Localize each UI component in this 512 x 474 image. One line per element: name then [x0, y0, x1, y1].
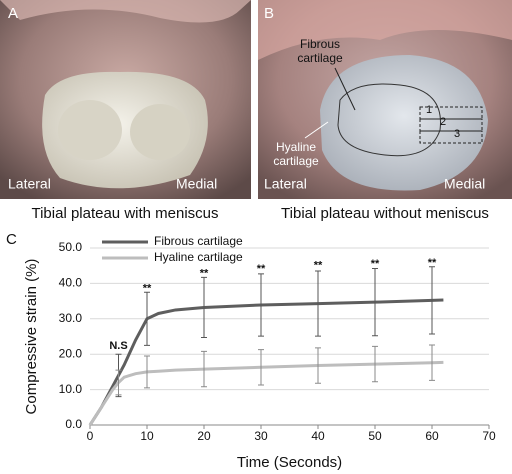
region-label: 3 — [454, 128, 460, 140]
error-bar — [315, 270, 321, 337]
fibrous-label: cartilage — [297, 51, 343, 65]
region-label: 1 — [426, 104, 432, 116]
error-bar — [429, 344, 435, 381]
plateau-medial — [130, 104, 190, 160]
photo-b: B Fibrous cartilage Hyaline cartilage 1 … — [258, 0, 512, 199]
annotation: ** — [314, 260, 323, 272]
error-bar — [115, 369, 122, 396]
panel-label: A — [8, 5, 18, 22]
error-bar — [372, 345, 378, 383]
plateau — [320, 55, 488, 191]
hyaline-label: cartilage — [273, 154, 319, 168]
chart: 0.0 10.0 20.0 30.0 40.0 50.0 0 10 20 30 40 50 60 70 Ti… — [23, 234, 496, 471]
caption: Tibial plateau without meniscus — [281, 205, 489, 222]
plateau-lateral — [58, 100, 122, 160]
region-boxes — [419, 106, 483, 144]
y-tick-label: 50.0 — [59, 240, 83, 254]
y-tick-label: 10.0 — [59, 382, 83, 396]
error-bar — [258, 273, 264, 337]
x-tick-label: 50 — [368, 429, 382, 443]
x-tick-label: 30 — [254, 429, 268, 443]
fibrous-label: Fibrous — [300, 37, 340, 51]
x-tick-label: 20 — [197, 429, 211, 443]
error-bar — [258, 349, 264, 386]
caption: Tibial plateau with meniscus — [31, 205, 218, 222]
hyaline-label: Hyaline — [276, 140, 316, 154]
side-label: Medial — [444, 176, 485, 192]
legend-label: Hyaline cartilage — [154, 250, 243, 264]
y-tick-label: 30.0 — [59, 311, 83, 325]
region-label: 2 — [440, 116, 446, 128]
annotation: ** — [143, 283, 152, 295]
error-bar — [144, 355, 150, 389]
x-tick-label: 10 — [140, 429, 154, 443]
error-bar — [201, 276, 207, 339]
x-tick-label: 60 — [425, 429, 439, 443]
annotation: ** — [371, 258, 380, 270]
error-bar — [429, 266, 435, 335]
x-axis-title: Time (Seconds) — [237, 454, 342, 471]
y-axis-title: Compressive strain (%) — [23, 259, 40, 415]
y-tick-label: 0.0 — [65, 417, 82, 431]
fibrous-outline — [337, 83, 441, 157]
panel-label: C — [6, 231, 17, 248]
pointer — [304, 121, 329, 139]
y-tick-label: 40.0 — [59, 276, 83, 290]
y-tick-label: 20.0 — [59, 346, 83, 360]
error-bar — [315, 347, 321, 384]
side-label: Medial — [176, 176, 217, 192]
x-tick-label: 40 — [311, 429, 325, 443]
side-label: Lateral — [8, 176, 51, 192]
annotation: ** — [257, 263, 266, 275]
error-bar — [144, 291, 150, 346]
pointer — [334, 67, 356, 111]
series-line — [88, 298, 444, 426]
photo-a: A Lateral Medial — [0, 0, 251, 199]
error-bar — [201, 350, 207, 388]
tissue — [258, 0, 512, 60]
annotation: ** — [200, 268, 209, 280]
annotation: N.S — [109, 340, 127, 352]
x-tick-label: 0 — [87, 429, 94, 443]
tissue — [0, 0, 251, 23]
x-tick-label: 70 — [482, 429, 496, 443]
legend-label: Fibrous cartilage — [154, 234, 243, 248]
series-line — [88, 360, 444, 426]
annotation: ** — [428, 257, 437, 269]
panel-label: B — [264, 5, 274, 22]
side-label: Lateral — [264, 176, 307, 192]
error-bar — [372, 268, 378, 337]
